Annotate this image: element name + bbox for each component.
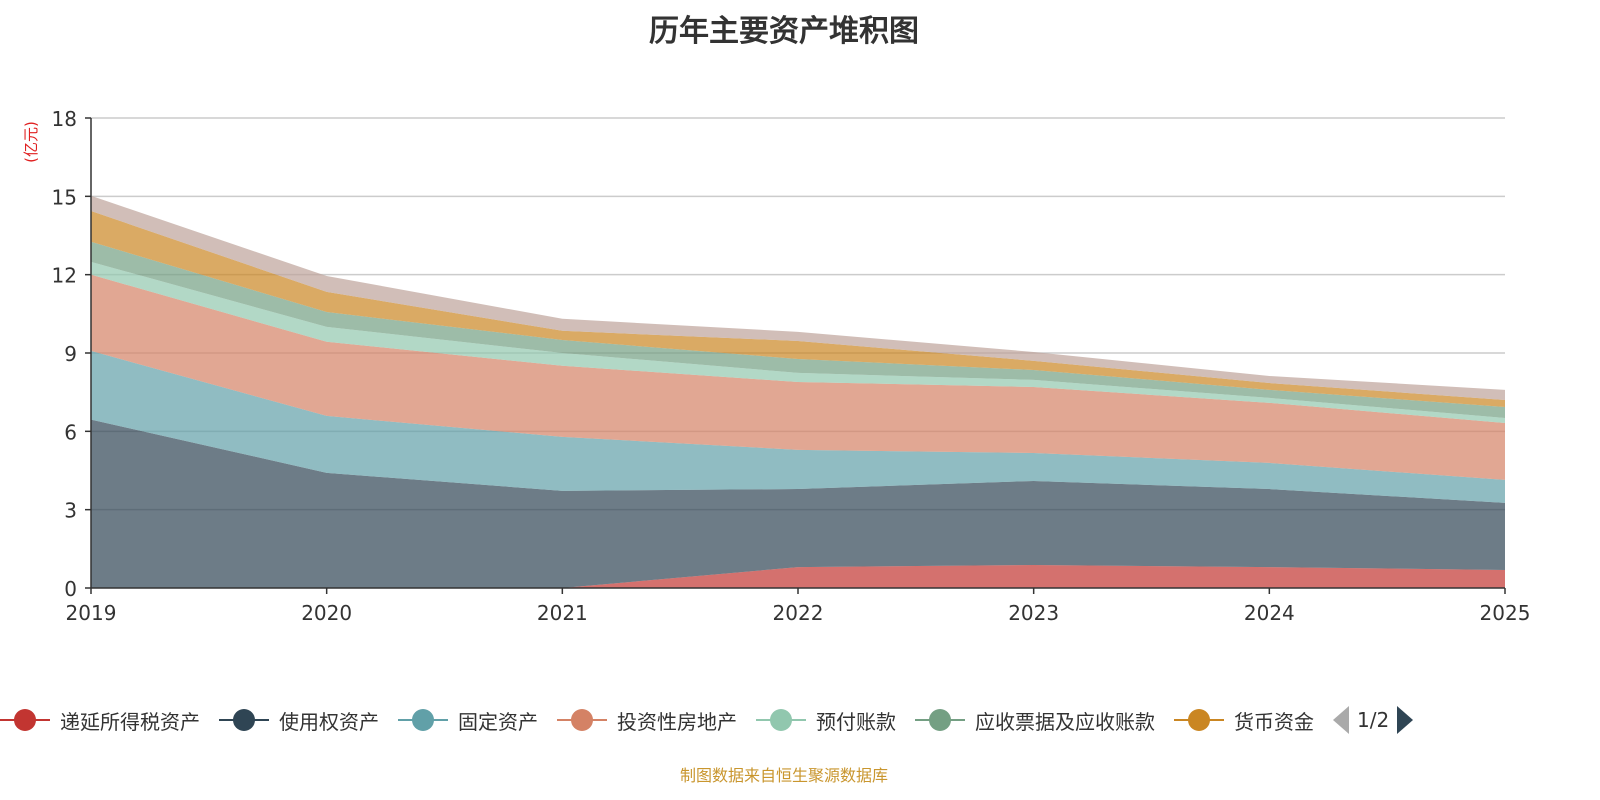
y-tick-label: 6 xyxy=(64,420,77,444)
area-series-6 xyxy=(91,210,1505,408)
legend-marker-icon xyxy=(0,708,50,732)
stacked-area-chart: 0 3 6 9 12 15 18 2019 2020 2021 2022 2023 2024 2025 (亿… xyxy=(22,107,1531,625)
y-tick-label: 12 xyxy=(52,264,77,288)
x-tick-label: 2025 xyxy=(1480,601,1531,625)
legend-marker-icon xyxy=(756,708,806,732)
y-tick-label: 18 xyxy=(52,107,77,131)
area-series-0 xyxy=(91,565,1505,588)
y-tick-label: 3 xyxy=(64,499,77,523)
legend: 递延所得税资产 使用权资产 固定资产 投资性房地产 预付账款 应收票据及应收账款 货币资金 … xyxy=(0,704,1414,736)
area-series-5 xyxy=(91,241,1505,419)
y-tick-label: 15 xyxy=(52,185,77,209)
area-series-3 xyxy=(91,274,1505,480)
area-series-2 xyxy=(91,350,1505,503)
legend-item[interactable]: 货币资金 xyxy=(1174,706,1314,735)
legend-marker-icon xyxy=(915,708,965,732)
x-tick-label: 2020 xyxy=(301,601,352,625)
legend-label: 投资性房地产 xyxy=(617,709,737,734)
y-tick-label: 0 xyxy=(64,577,77,601)
x-tick-label: 2024 xyxy=(1244,601,1295,625)
legend-label: 应收票据及应收账款 xyxy=(975,709,1155,734)
legend-item[interactable]: 固定资产 xyxy=(398,706,538,735)
legend-marker-icon xyxy=(219,708,269,732)
legend-label: 货币资金 xyxy=(1234,709,1314,734)
legend-item[interactable]: 使用权资产 xyxy=(219,706,379,735)
y-axis-unit-label: (亿元) xyxy=(22,121,40,163)
x-tick-label: 2021 xyxy=(537,601,588,625)
area-series-7 xyxy=(91,195,1505,400)
legend-label: 使用权资产 xyxy=(279,709,379,734)
legend-label: 递延所得税资产 xyxy=(60,709,200,734)
legend-pager: 1/2 xyxy=(1333,706,1414,734)
legend-marker-icon xyxy=(557,708,607,732)
next-page-arrow-icon[interactable] xyxy=(1397,706,1414,734)
chart-title: 历年主要资产堆积图 xyxy=(649,14,919,49)
x-tick-label: 2019 xyxy=(66,601,117,625)
y-tick-label: 9 xyxy=(64,342,77,366)
prev-page-arrow-icon[interactable] xyxy=(1333,706,1349,734)
area-series-1 xyxy=(91,419,1505,588)
legend-marker-icon xyxy=(398,708,448,732)
legend-label: 固定资产 xyxy=(458,709,538,734)
legend-item[interactable]: 预付账款 xyxy=(756,706,896,735)
area-series-4 xyxy=(91,261,1505,423)
legend-item[interactable]: 投资性房地产 xyxy=(557,706,737,735)
legend-label: 预付账款 xyxy=(816,709,896,734)
data-source-footer: 制图数据来自恒生聚源数据库 xyxy=(679,766,888,785)
legend-marker-icon xyxy=(1174,708,1224,732)
x-tick-label: 2022 xyxy=(773,601,824,625)
legend-item[interactable]: 递延所得税资产 xyxy=(0,706,200,735)
legend-item[interactable]: 应收票据及应收账款 xyxy=(915,706,1155,735)
legend-page-indicator: 1/2 xyxy=(1357,708,1390,732)
x-tick-label: 2023 xyxy=(1008,601,1059,625)
